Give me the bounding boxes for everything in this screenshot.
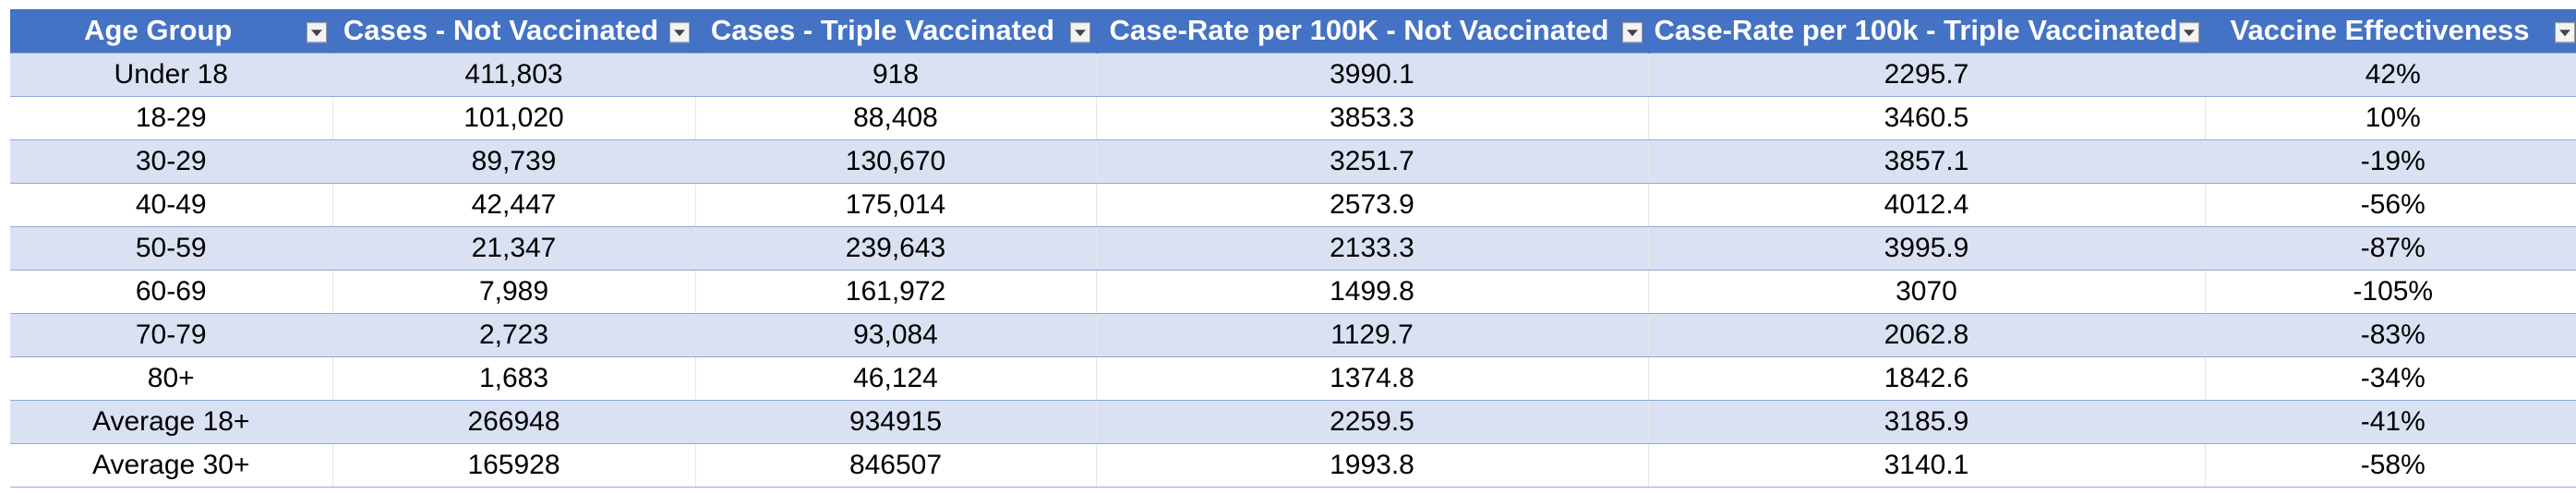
column-header-cases-triple-vaccinated: Cases - Triple Vaccinated (695, 9, 1097, 53)
table-cell[interactable]: 42% (2205, 52, 2576, 97)
table-cell[interactable]: Average 30+ (10, 442, 333, 488)
table-cell[interactable]: -83% (2205, 312, 2576, 357)
table-cell[interactable]: 101,020 (332, 95, 696, 140)
column-header-age-group: Age Group (10, 9, 333, 53)
table-cell[interactable]: 70-79 (10, 312, 333, 357)
table-cell[interactable]: 7,989 (332, 269, 696, 314)
table-cell[interactable]: 1,683 (332, 355, 696, 401)
table-cell[interactable]: 846507 (695, 442, 1097, 488)
table-cell[interactable]: 4012.4 (1648, 182, 2206, 227)
table-cell[interactable]: 2,723 (332, 312, 696, 357)
column-header-label: Case-Rate per 100K - Not Vaccinated (1109, 14, 1609, 47)
table-cell[interactable]: 2259.5 (1096, 399, 1649, 444)
table-cell[interactable]: 3857.1 (1648, 139, 2206, 184)
filter-dropdown-icon[interactable] (2554, 22, 2575, 43)
table-cell[interactable]: 1129.7 (1096, 312, 1649, 357)
table-cell[interactable]: 46,124 (695, 355, 1097, 401)
table-row: 50-59 21,347 239,643 2133.3 3995.9 -87% (10, 225, 2576, 271)
vaccination-data-table: Age Group Cases - Not Vaccinated Cases -… (10, 9, 2576, 488)
column-header-label: Cases - Triple Vaccinated (710, 14, 1055, 47)
table-cell[interactable]: 239,643 (695, 225, 1097, 271)
table-cell[interactable]: 161,972 (695, 269, 1097, 314)
table-cell[interactable]: 1374.8 (1096, 355, 1649, 401)
table-cell[interactable]: 3070 (1648, 269, 2206, 314)
table-cell[interactable]: 93,084 (695, 312, 1097, 357)
table-cell[interactable]: 2062.8 (1648, 312, 2206, 357)
column-header-label: Age Group (84, 14, 233, 47)
table-cell[interactable]: 40-49 (10, 182, 333, 227)
table-cell[interactable]: 42,447 (332, 182, 696, 227)
table-cell[interactable]: 10% (2205, 95, 2576, 140)
table-row: 30-29 89,739 130,670 3251.7 3857.1 -19% (10, 139, 2576, 184)
table-cell[interactable]: -19% (2205, 139, 2576, 184)
filter-dropdown-icon[interactable] (1069, 22, 1090, 43)
table-row: 80+ 1,683 46,124 1374.8 1842.6 -34% (10, 355, 2576, 401)
table-cell[interactable]: 3460.5 (1648, 95, 2206, 140)
column-header-label: Cases - Not Vaccinated (343, 14, 659, 47)
table-cell[interactable]: 3251.7 (1096, 139, 1649, 184)
table-cell[interactable]: 1842.6 (1648, 355, 2206, 401)
column-header-label: Vaccine Effectiveness (2230, 14, 2530, 47)
table-cell[interactable]: 411,803 (332, 52, 696, 97)
table-cell[interactable]: 88,408 (695, 95, 1097, 140)
column-header-cases-not-vaccinated: Cases - Not Vaccinated (332, 9, 696, 53)
table-cell[interactable]: 2295.7 (1648, 52, 2206, 97)
table-cell[interactable]: -41% (2205, 399, 2576, 444)
table-row: 60-69 7,989 161,972 1499.8 3070 -105% (10, 269, 2576, 314)
table-cell[interactable]: 18-29 (10, 95, 333, 140)
table-cell[interactable]: 3990.1 (1096, 52, 1649, 97)
table-row: 40-49 42,447 175,014 2573.9 4012.4 -56% (10, 182, 2576, 227)
table-cell[interactable]: -56% (2205, 182, 2576, 227)
column-header-rate-triple-vaccinated: Case-Rate per 100k - Triple Vaccinated (1648, 9, 2206, 53)
table-cell[interactable]: -87% (2205, 225, 2576, 271)
filter-dropdown-icon[interactable] (1621, 22, 1643, 43)
table-cell[interactable]: Under 18 (10, 52, 333, 97)
table-cell[interactable]: 3995.9 (1648, 225, 2206, 271)
table-row: Average 18+ 266948 934915 2259.5 3185.9 … (10, 399, 2576, 444)
filter-dropdown-icon[interactable] (306, 22, 327, 43)
table-cell[interactable]: 3853.3 (1096, 95, 1649, 140)
table-row: 70-79 2,723 93,084 1129.7 2062.8 -83% (10, 312, 2576, 357)
table-cell[interactable]: 2573.9 (1096, 182, 1649, 227)
table-cell[interactable]: 934915 (695, 399, 1097, 444)
table-cell[interactable]: 130,670 (695, 139, 1097, 184)
table-cell[interactable]: -105% (2205, 269, 2576, 314)
table-row: 18-29 101,020 88,408 3853.3 3460.5 10% (10, 95, 2576, 140)
table-cell[interactable]: 266948 (332, 399, 696, 444)
table-cell[interactable]: -34% (2205, 355, 2576, 401)
table-cell[interactable]: -58% (2205, 442, 2576, 488)
table-cell[interactable]: 1993.8 (1096, 442, 1649, 488)
table-cell[interactable]: Average 18+ (10, 399, 333, 444)
table-cell[interactable]: 3185.9 (1648, 399, 2206, 444)
table-cell[interactable]: 60-69 (10, 269, 333, 314)
table-cell[interactable]: 21,347 (332, 225, 696, 271)
table-cell[interactable]: 50-59 (10, 225, 333, 271)
column-header-label: Case-Rate per 100k - Triple Vaccinated (1654, 14, 2178, 47)
table-cell[interactable]: 918 (695, 52, 1097, 97)
table-cell[interactable]: 2133.3 (1096, 225, 1649, 271)
table-row: Average 30+ 165928 846507 1993.8 3140.1 … (10, 442, 2576, 488)
table-row: Under 18 411,803 918 3990.1 2295.7 42% (10, 52, 2576, 97)
column-header-rate-not-vaccinated: Case-Rate per 100K - Not Vaccinated (1096, 9, 1649, 53)
table-cell[interactable]: 1499.8 (1096, 269, 1649, 314)
column-header-vaccine-effectiveness: Vaccine Effectiveness (2205, 9, 2576, 53)
header-row: Age Group Cases - Not Vaccinated Cases -… (10, 9, 2576, 53)
table-cell[interactable]: 30-29 (10, 139, 333, 184)
table-cell[interactable]: 165928 (332, 442, 696, 488)
table-cell[interactable]: 3140.1 (1648, 442, 2206, 488)
table-cell[interactable]: 175,014 (695, 182, 1097, 227)
table-cell[interactable]: 80+ (10, 355, 333, 401)
filter-dropdown-icon[interactable] (2178, 22, 2199, 43)
table-cell[interactable]: 89,739 (332, 139, 696, 184)
filter-dropdown-icon[interactable] (668, 22, 690, 43)
